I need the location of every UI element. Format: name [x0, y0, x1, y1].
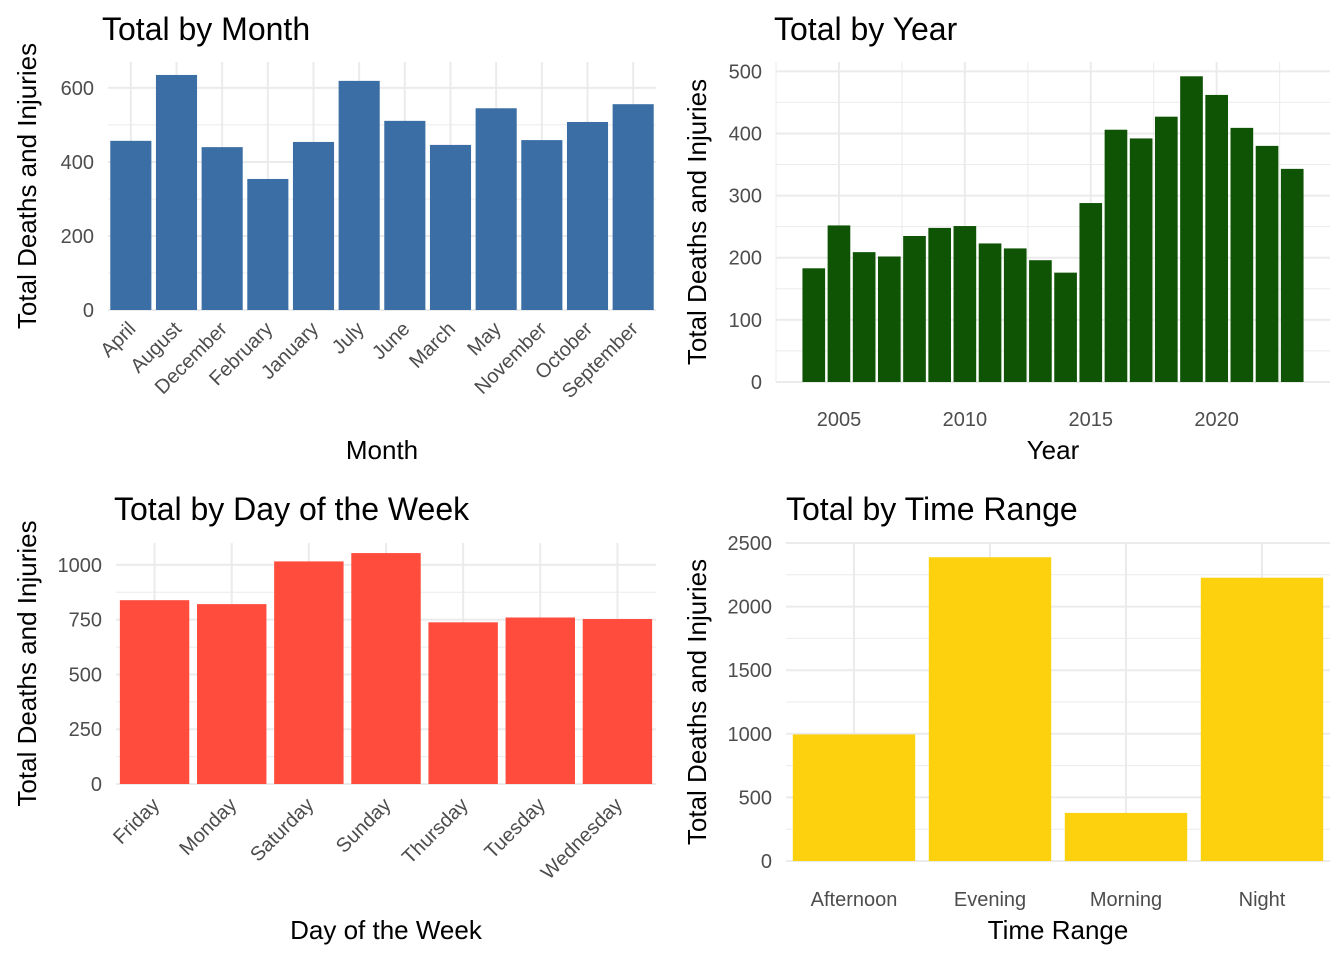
bar — [1003, 248, 1027, 382]
x-tick-label: Afternoon — [811, 889, 898, 911]
x-tick-label: Morning — [1090, 889, 1162, 911]
bar — [1230, 127, 1254, 382]
x-axis-title: Year — [1027, 435, 1080, 465]
bar — [521, 140, 563, 310]
y-axis-title: Total Deaths and Injuries — [12, 43, 42, 329]
x-tick-label: 2010 — [943, 409, 988, 431]
y-tick-label: 2500 — [728, 533, 773, 555]
bar — [1064, 812, 1188, 861]
x-tick-label: Sunday — [332, 794, 396, 858]
y-axis-title: Total Deaths and Injuries — [682, 559, 712, 845]
y-tick-label: 0 — [761, 851, 772, 873]
x-tick-label: July — [328, 318, 369, 359]
bar — [903, 235, 926, 382]
bar — [351, 553, 421, 784]
bar — [802, 268, 826, 382]
x-tick-label: Wednesday — [537, 794, 627, 884]
bar — [852, 252, 876, 382]
bar — [475, 108, 517, 311]
x-tick-label: Evening — [954, 889, 1026, 911]
bar — [1079, 203, 1103, 382]
x-tick-label: Night — [1239, 889, 1286, 911]
bar — [1029, 260, 1052, 382]
y-tick-label: 1500 — [728, 660, 773, 682]
x-tick-label: 2020 — [1194, 409, 1239, 431]
bar — [827, 225, 851, 382]
y-tick-label: 500 — [69, 664, 102, 686]
bar — [928, 557, 1052, 861]
bar — [1205, 94, 1229, 382]
x-tick-label: Tuesday — [481, 794, 550, 863]
y-tick-label: 100 — [729, 310, 762, 332]
y-tick-label: 400 — [61, 152, 94, 174]
bar — [953, 226, 977, 382]
x-axis-title: Time Range — [988, 915, 1129, 945]
x-axis-title: Month — [346, 435, 418, 465]
chart-title: Total by Year — [774, 11, 958, 47]
x-tick-label: Friday — [109, 794, 164, 849]
y-tick-label: 2000 — [728, 597, 773, 619]
y-tick-label: 750 — [69, 610, 102, 632]
bar — [110, 140, 152, 310]
bar — [1054, 272, 1077, 382]
x-tick-label: March — [405, 318, 460, 373]
chart-title: Total by Time Range — [786, 491, 1078, 527]
y-tick-label: 300 — [729, 186, 762, 208]
bar — [612, 104, 654, 310]
bar — [792, 734, 916, 861]
bar — [1200, 577, 1324, 861]
bar — [1280, 168, 1304, 382]
chart-panel-2: 0 100 200 300 400 500 2005 2010 2015 2020 Total by… — [682, 11, 1330, 465]
bar — [155, 74, 198, 310]
y-tick-label: 0 — [91, 774, 102, 796]
bar — [1154, 116, 1178, 382]
x-tick-label: 2015 — [1069, 409, 1114, 431]
bar — [566, 121, 609, 311]
y-tick-label: 500 — [739, 787, 772, 809]
bar — [197, 604, 267, 784]
bar — [428, 622, 498, 784]
bar — [384, 120, 426, 310]
bar — [978, 243, 1002, 382]
y-tick-label: 1000 — [728, 724, 773, 746]
y-tick-label: 200 — [61, 226, 94, 248]
bar — [429, 144, 472, 310]
bar — [201, 147, 243, 310]
bar — [1104, 129, 1128, 382]
chart-panel-1: 0200400600AprilAugustDecemberFebruaryJan… — [12, 11, 656, 465]
bar — [1180, 76, 1203, 382]
y-tick-label: 0 — [751, 372, 762, 394]
bar — [274, 561, 344, 784]
chart-title: Total by Month — [102, 11, 310, 47]
x-tick-label: Monday — [175, 794, 241, 860]
bar — [505, 617, 575, 784]
chart-title: Total by Day of the Week — [114, 491, 470, 527]
bar — [338, 80, 380, 310]
y-tick-label: 400 — [729, 123, 762, 145]
y-tick-label: 200 — [729, 248, 762, 270]
bar — [1129, 138, 1153, 382]
y-tick-label: 1000 — [58, 555, 103, 577]
y-tick-label: 0 — [83, 300, 94, 322]
x-tick-label: 2005 — [817, 409, 862, 431]
chart-panel-3: 0 250 500 750 1000 Friday Monday Saturday Sunday… — [12, 491, 656, 945]
bar — [928, 227, 952, 382]
chart-panel-4: 0 500 1000 1500 2000 2500 Afternoon Evening Morn… — [682, 491, 1330, 945]
y-tick-label: 500 — [729, 61, 762, 83]
bar — [247, 178, 289, 310]
x-tick-label: Saturday — [246, 794, 318, 866]
bar — [119, 600, 190, 784]
x-tick-label: Thursday — [398, 794, 473, 869]
bar — [1255, 145, 1279, 382]
y-axis-title: Total Deaths and Injuries — [682, 79, 712, 365]
bar — [292, 141, 335, 310]
y-axis-title: Total Deaths and Injuries — [12, 520, 42, 806]
bar — [582, 619, 653, 784]
x-axis-title: Day of the Week — [290, 915, 483, 945]
y-tick-label: 600 — [61, 78, 94, 100]
y-tick-label: 250 — [69, 719, 102, 741]
bar — [877, 256, 901, 382]
